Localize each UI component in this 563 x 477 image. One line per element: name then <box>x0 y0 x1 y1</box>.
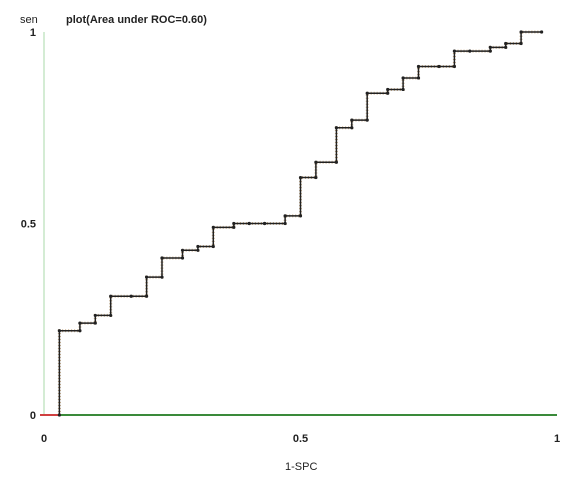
axes <box>40 32 557 416</box>
roc-point <box>334 160 339 164</box>
roc-point <box>504 45 508 49</box>
roc-point <box>283 221 287 226</box>
tick-labels: 0 0.5 1 0 0.5 1 <box>21 27 560 445</box>
roc-point <box>314 175 318 180</box>
roc-point <box>504 41 508 46</box>
roc-point <box>452 49 456 53</box>
y-tick-label: 0.5 <box>21 219 36 231</box>
roc-point <box>196 244 200 249</box>
roc-point <box>519 30 523 34</box>
roc-point <box>78 329 82 333</box>
y-tick-label: 1 <box>30 27 36 39</box>
roc-point <box>350 118 354 122</box>
roc-point <box>386 87 390 92</box>
roc-curve-dotted-shadow <box>57 30 542 415</box>
roc-point <box>416 64 421 69</box>
roc-point <box>129 294 133 298</box>
roc-point <box>109 294 113 298</box>
roc-point <box>298 214 303 218</box>
chart-title: plot(Area under ROC=0.60) <box>66 14 207 26</box>
roc-curve <box>57 30 544 417</box>
roc-point <box>232 225 236 229</box>
roc-point <box>57 413 61 417</box>
roc-point <box>180 248 185 252</box>
roc-point <box>519 41 523 46</box>
roc-point <box>334 126 339 130</box>
roc-point <box>468 49 472 53</box>
roc-point <box>437 64 441 69</box>
roc-point <box>401 87 405 92</box>
roc-point <box>416 76 421 80</box>
roc-point <box>211 225 215 229</box>
roc-point <box>401 76 405 80</box>
roc-point <box>211 244 215 249</box>
roc-curve-line <box>58 31 542 415</box>
roc-point <box>160 275 164 279</box>
roc-point <box>160 256 164 260</box>
roc-point <box>93 321 97 325</box>
roc-point <box>232 221 236 226</box>
roc-point <box>145 275 149 279</box>
roc-point <box>488 45 492 49</box>
roc-point <box>386 91 390 95</box>
x-axis-label: 1-SPC <box>285 461 317 473</box>
roc-point <box>93 313 97 318</box>
y-tick-label: 0 <box>30 410 36 422</box>
roc-point <box>452 64 456 69</box>
roc-point <box>109 313 113 318</box>
x-tick-label: 0.5 <box>293 433 308 445</box>
roc-point <box>314 160 318 164</box>
roc-point <box>365 118 369 122</box>
x-tick-label: 1 <box>554 433 560 445</box>
roc-point <box>145 294 149 298</box>
roc-point <box>196 248 200 252</box>
roc-point <box>540 30 544 34</box>
roc-point <box>488 49 492 53</box>
roc-point <box>57 329 61 333</box>
roc-point <box>247 221 251 226</box>
roc-point <box>283 214 287 218</box>
roc-point <box>365 91 369 95</box>
roc-point <box>78 321 82 325</box>
roc-point <box>350 126 354 130</box>
x-tick-label: 0 <box>41 433 47 445</box>
roc-point <box>298 175 303 180</box>
roc-point <box>262 221 267 226</box>
y-axis-label: sen <box>20 14 38 26</box>
roc-point <box>180 256 185 260</box>
